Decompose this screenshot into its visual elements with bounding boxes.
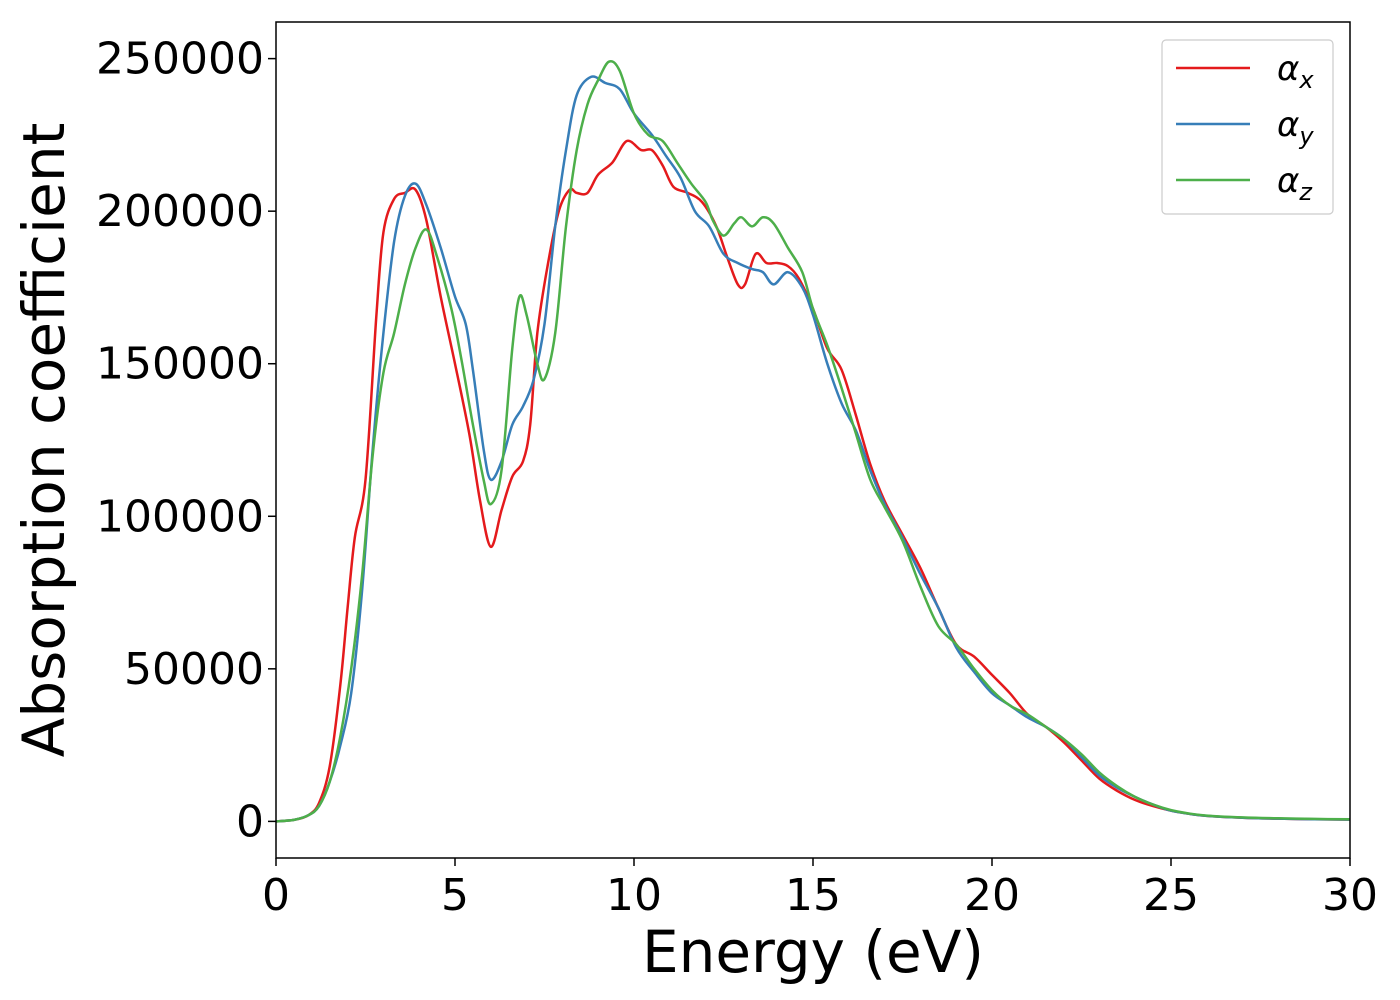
series-layer (275, 59, 1351, 823)
x-tick-label: 5 (441, 870, 469, 921)
y-axis: 0 50000 100000 150000 200000 250000 (96, 34, 276, 847)
y-tick-label: 0 (236, 796, 264, 847)
y-tick-label: 150000 (96, 339, 264, 390)
x-axis: 0 5 10 15 20 25 30 (262, 858, 1378, 921)
x-tick-label: 10 (606, 870, 662, 921)
x-tick-label: 30 (1322, 870, 1378, 921)
legend-label-alpha-x: αx (1277, 49, 1314, 94)
x-tick-label: 15 (785, 870, 841, 921)
x-axis-title: Energy (eV) (642, 918, 984, 986)
y-tick-label: 50000 (124, 644, 264, 695)
legend: αx αy αz (1161, 39, 1334, 215)
y-tick-label: 250000 (96, 34, 264, 85)
series-line-alpha-z (275, 59, 1351, 823)
y-axis-title: Absorption coefficient (10, 123, 78, 758)
x-tick-label: 20 (964, 870, 1020, 921)
x-tick-label: 0 (262, 870, 290, 921)
y-tick-label: 100000 (96, 491, 264, 542)
legend-box (1161, 39, 1334, 215)
legend-label-alpha-z: αz (1277, 161, 1313, 206)
x-tick-label: 25 (1143, 870, 1199, 921)
legend-label-alpha-y: αy (1277, 105, 1314, 150)
y-tick-label: 200000 (96, 186, 264, 237)
